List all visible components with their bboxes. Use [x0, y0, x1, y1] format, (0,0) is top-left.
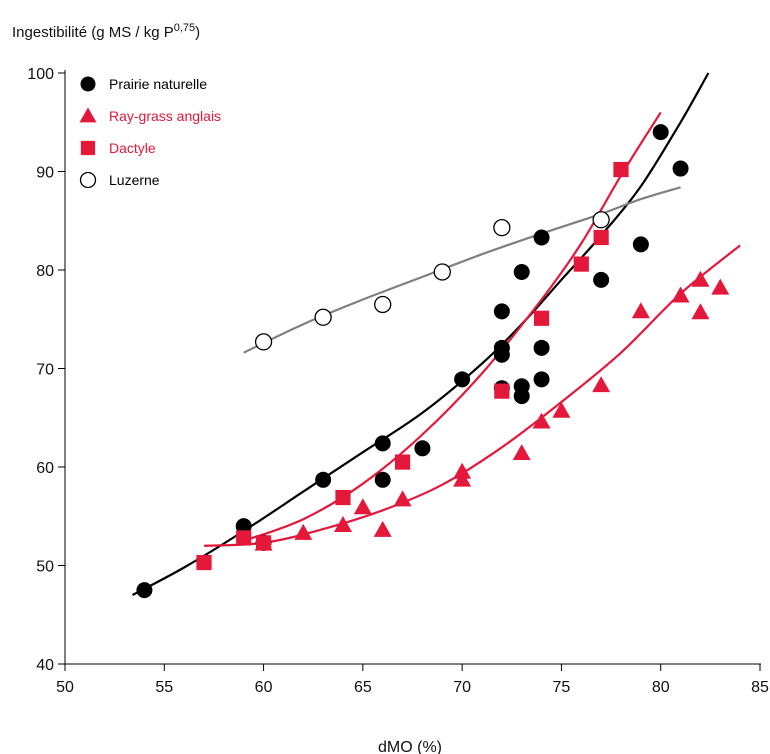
point-ray-grass-anglais	[631, 302, 650, 319]
y-axis-label-close: )	[195, 24, 200, 41]
y-tick-label: 100	[27, 66, 54, 83]
data-points	[136, 124, 730, 599]
x-tick-label: 75	[553, 679, 571, 696]
point-prairie-naturelle	[235, 518, 252, 535]
point-prairie-naturelle	[454, 371, 471, 388]
trend-curve-ray-grass-anglais	[203, 244, 741, 547]
point-prairie-naturelle	[672, 160, 689, 177]
legend-label-prairie-naturelle: Prairie naturelle	[109, 76, 207, 92]
point-ray-grass-anglais	[373, 520, 392, 537]
point-dactyle	[196, 554, 212, 571]
point-ray-grass-anglais	[671, 286, 690, 303]
point-prairie-naturelle	[513, 263, 530, 280]
point-dactyle	[593, 229, 609, 246]
point-prairie-naturelle	[493, 303, 510, 320]
point-ray-grass-anglais	[512, 444, 531, 461]
x-tick-label: 85	[751, 679, 769, 696]
point-dactyle	[573, 256, 589, 272]
point-prairie-naturelle	[632, 236, 649, 253]
y-axis-label-main: Ingestibilité (g MS / kg P	[12, 24, 174, 41]
point-prairie-naturelle	[533, 339, 550, 356]
point-ray-grass-anglais	[294, 523, 313, 540]
x-tick-label: 80	[652, 679, 670, 696]
legend-label-ray-grass-anglais: Ray-grass anglais	[109, 108, 221, 124]
point-luzerne	[493, 218, 511, 237]
legend-marker-luzerne	[79, 171, 97, 189]
point-dactyle	[236, 530, 252, 546]
y-tick-label: 80	[36, 263, 54, 280]
point-ray-grass-anglais	[334, 515, 352, 532]
point-luzerne	[433, 263, 451, 281]
point-prairie-naturelle	[493, 346, 510, 363]
trend-curve-luzerne	[243, 186, 681, 354]
point-dactyle	[613, 161, 629, 178]
point-ray-grass-anglais	[353, 498, 372, 515]
x-tick-label: 50	[56, 679, 74, 696]
point-dactyle	[494, 383, 510, 399]
trend-curve-prairie-naturelle	[131, 72, 710, 596]
point-prairie-naturelle	[374, 471, 391, 488]
point-ray-grass-anglais	[552, 401, 571, 418]
x-axis-label: dMO (%)	[378, 739, 442, 754]
y-tick-label: 70	[36, 362, 54, 379]
point-luzerne	[374, 295, 392, 314]
x-tick-label: 60	[255, 679, 273, 696]
legend-marker-dactyle	[80, 140, 96, 156]
legend-label-luzerne: Luzerne	[109, 172, 160, 188]
x-tick-label: 70	[453, 679, 471, 696]
point-ray-grass-anglais	[393, 490, 412, 507]
trend-curve-dactyle	[243, 111, 662, 542]
point-prairie-naturelle	[533, 229, 550, 246]
point-prairie-naturelle	[374, 435, 391, 452]
point-dactyle	[255, 535, 272, 551]
legend-marker-ray-grass-anglais	[79, 107, 97, 123]
point-prairie-naturelle	[414, 440, 431, 457]
y-axis-label: Ingestibilité (g MS / kg P0,75)	[12, 22, 200, 41]
point-ray-grass-anglais	[532, 412, 551, 429]
point-ray-grass-anglais	[711, 278, 730, 295]
y-tick-label: 60	[36, 460, 54, 477]
legend: Prairie naturelle Ray-grass anglais Dactyl…	[79, 76, 221, 189]
x-tick-label: 65	[354, 679, 372, 696]
point-dactyle	[533, 310, 550, 326]
trend-curves	[131, 72, 741, 596]
point-prairie-naturelle	[533, 371, 550, 388]
y-tick-label: 40	[36, 657, 54, 674]
point-ray-grass-anglais	[592, 376, 611, 393]
x-tick-label: 55	[155, 679, 173, 696]
y-tick-label: 90	[36, 165, 54, 182]
point-ray-grass-anglais	[453, 462, 472, 479]
point-ray-grass-anglais	[691, 303, 710, 320]
legend-label-dactyle: Dactyle	[109, 140, 156, 156]
point-luzerne	[314, 308, 332, 326]
y-axis-label-exponent: 0,75	[174, 22, 195, 34]
point-prairie-naturelle	[315, 471, 332, 488]
point-luzerne	[254, 333, 273, 351]
point-dactyle	[394, 454, 411, 470]
point-prairie-naturelle	[136, 582, 153, 599]
point-luzerne	[592, 211, 610, 229]
legend-marker-prairie-naturelle	[80, 76, 96, 92]
y-tick-label: 50	[36, 559, 54, 576]
point-ray-grass-anglais	[691, 270, 710, 287]
point-prairie-naturelle	[593, 271, 610, 288]
point-dactyle	[335, 489, 351, 506]
point-prairie-naturelle	[513, 388, 530, 405]
point-prairie-naturelle	[652, 124, 669, 141]
